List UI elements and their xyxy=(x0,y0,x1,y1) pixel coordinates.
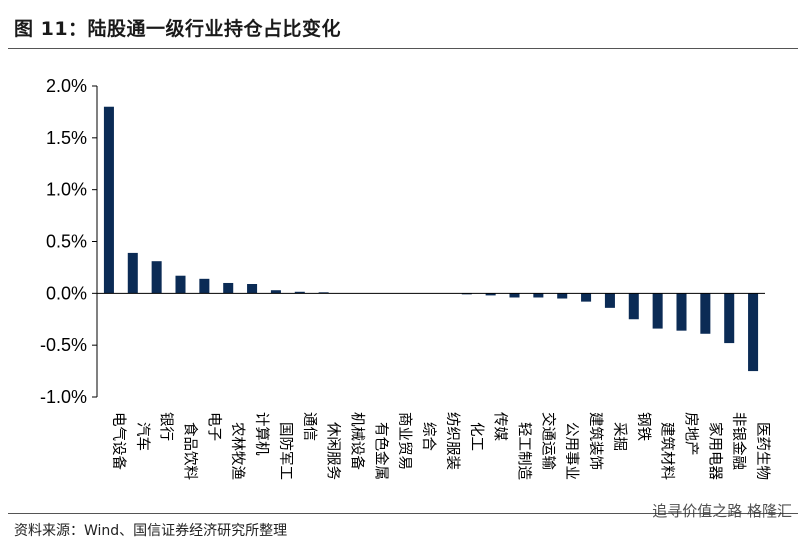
category-label: 纺织服装 xyxy=(444,412,461,470)
category-label: 建筑装饰 xyxy=(587,412,604,470)
bar-21 xyxy=(581,293,592,302)
bar-9 xyxy=(294,291,305,294)
figure-title: 图 11：陆股通一级行业持仓占比变化 xyxy=(14,18,342,40)
bar-16 xyxy=(461,293,472,295)
bars xyxy=(103,106,759,372)
y-axis: 2.0% 1.5% 1.0% 0.5% 0.0% -0.5% -1.0% xyxy=(40,76,98,407)
bar-1 xyxy=(103,106,114,294)
category-label: 国防军工 xyxy=(277,422,294,480)
category-label: 轻工制造 xyxy=(516,422,533,480)
bar-7 xyxy=(247,284,258,294)
bar-24 xyxy=(652,293,663,329)
bar-25 xyxy=(676,293,687,331)
source-note: 资料来源：Wind、国信证券经济研究所整理 xyxy=(14,523,288,539)
bar-4 xyxy=(175,275,186,294)
y-tick-label: 1.5% xyxy=(46,128,87,148)
category-label: 交通运输 xyxy=(539,412,557,470)
category-label: 通信 xyxy=(301,412,318,441)
category-label: 房地产 xyxy=(683,412,700,456)
bar-2 xyxy=(127,252,138,294)
bar-28 xyxy=(748,293,759,372)
y-tick-label: 0.5% xyxy=(46,232,87,252)
bar-22 xyxy=(604,293,615,308)
category-label: 有色金属 xyxy=(372,422,389,480)
y-tick-label: 2.0% xyxy=(46,76,87,96)
category-label: 电气设备 xyxy=(110,412,127,470)
bar-26 xyxy=(700,293,711,334)
bar-20 xyxy=(557,293,568,299)
category-label: 非银金融 xyxy=(730,412,747,470)
category-label: 采掘 xyxy=(611,422,628,451)
bar-19 xyxy=(533,293,544,298)
category-label: 传媒 xyxy=(492,412,509,441)
bar-17 xyxy=(485,293,496,296)
category-label: 计算机 xyxy=(253,412,270,456)
bottom-rule xyxy=(8,513,798,514)
y-tick-label: 0.0% xyxy=(46,283,87,303)
category-labels: 电气设备 汽车 银行 食品饮料 电子 农林牧渔 计算机 国防军工 通信 休闲服务 机械设备 有色金属商… xyxy=(110,412,771,480)
category-label: 家用电器 xyxy=(706,422,723,480)
bar-27 xyxy=(724,293,735,344)
bar-6 xyxy=(223,282,234,294)
category-label: 钢铁 xyxy=(635,412,652,441)
category-label: 化工 xyxy=(468,422,485,451)
y-tick-label: -0.5% xyxy=(40,335,87,355)
bar-3 xyxy=(151,261,162,294)
bar-23 xyxy=(628,293,639,320)
top-rule xyxy=(8,48,798,49)
bar-18 xyxy=(509,293,520,298)
title-bar: 图 11：陆股通一级行业持仓占比变化 xyxy=(0,0,802,50)
category-label: 银行 xyxy=(158,412,175,441)
category-label: 汽车 xyxy=(134,422,151,451)
bar-chart: 2.0% 1.5% 1.0% 0.5% 0.0% -0.5% -1.0% 电气设备 汽车 银行食… xyxy=(40,76,771,480)
category-label: 公用事业 xyxy=(563,422,580,480)
bar-10 xyxy=(318,292,329,294)
y-tick-label: 1.0% xyxy=(46,180,87,200)
category-label: 农林牧渔 xyxy=(229,422,246,480)
category-label: 休闲服务 xyxy=(325,422,342,480)
bar-5 xyxy=(199,278,210,294)
bar-8 xyxy=(270,290,281,294)
category-label: 食品饮料 xyxy=(182,422,199,480)
category-label: 机械设备 xyxy=(349,412,366,470)
category-label: 商业贸易 xyxy=(396,412,413,470)
watermark: 追寻价值之路 格隆汇 xyxy=(652,502,792,520)
category-label: 建筑材料 xyxy=(659,422,676,480)
category-label: 综合 xyxy=(420,422,437,451)
category-label: 电子 xyxy=(205,412,222,441)
category-label: 医药生物 xyxy=(754,422,771,480)
y-tick-label: -1.0% xyxy=(40,387,87,407)
